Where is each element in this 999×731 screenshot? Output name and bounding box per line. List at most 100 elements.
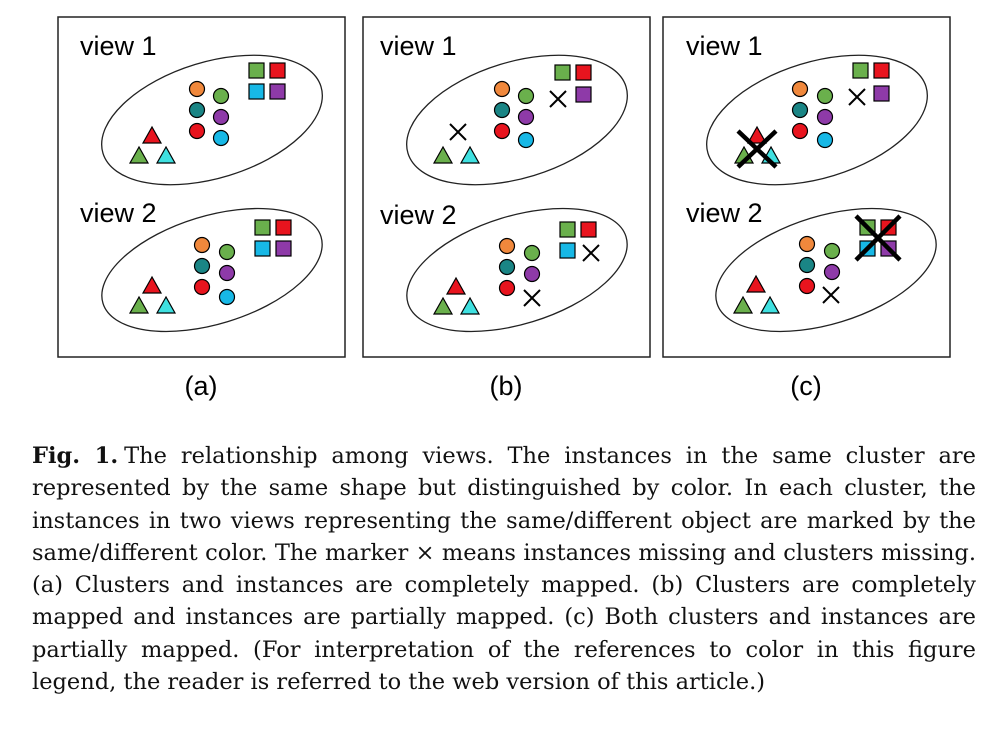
panel-a-view2-squares [254,219,292,257]
circle-red [498,279,516,297]
square-red [575,64,592,81]
circle-red [188,122,206,140]
panel-b-view2-squares [559,221,600,262]
cluster-missing-marker-icon [854,214,902,262]
triangle-green [432,296,454,315]
circle-red [798,277,816,295]
square-red [873,62,890,79]
figure-caption: Fig. 1. The relationship among views. The… [32,440,976,698]
panel-a-view2-triangles [128,275,177,314]
panel-c-label: (c) [790,371,821,401]
circle-orange [498,237,516,255]
square-red [580,221,597,238]
circle-green [517,87,535,105]
panel-b-view1-label: view 1 [380,31,457,61]
circle-purple [823,263,841,281]
circle-orange [193,236,211,254]
panel-c-frame [662,16,951,358]
circle-green [212,87,230,105]
triangle-green [128,145,150,164]
square-purple [269,83,286,100]
triangle-green [432,145,454,164]
panel-a-view1-circles [188,80,230,147]
panel-c-view1-label: view 1 [686,31,763,61]
circle-green [823,242,841,260]
panel-c-view1-squares [848,62,890,106]
square-purple [275,240,292,257]
panel-a-view2-circles [193,236,236,306]
panel-b-view2-ellipse [406,207,628,333]
square-green [852,62,869,79]
triangle-red [445,276,467,295]
circle-red [193,278,211,296]
triangle-cyan [155,145,177,164]
circle-purple [523,265,541,283]
circle-green [816,87,834,105]
circle-red [493,122,511,140]
circle-green [523,244,541,262]
square-green [554,64,571,81]
triangle-cyan [459,145,481,164]
circle-orange [493,80,511,98]
cluster-missing-marker-icon [736,129,778,169]
circle-blue [218,288,236,306]
triangle-cyan [459,296,481,315]
panel-b-frame [362,16,651,358]
circle-blue [517,131,535,149]
panel-b-view1-squares [549,64,592,108]
missing-marker-icon [848,88,866,106]
panel-b-view2-circles [498,237,541,307]
circle-teal [798,256,816,274]
missing-marker-icon [449,123,467,141]
triangle-red [141,125,163,144]
triangle-cyan [759,295,781,314]
panel-c-view1-circles [791,80,834,149]
panel-a-frame [57,16,346,358]
square-blue [559,242,576,259]
panel-a-label: (a) [185,371,218,401]
circle-blue [212,129,230,147]
circle-orange [188,80,206,98]
circle-teal [791,101,809,119]
caption-label: Fig. 1. [32,443,119,469]
circle-purple [517,108,535,126]
square-blue [248,83,265,100]
panel-a-view1-label: view 1 [80,31,157,61]
circle-teal [498,258,516,276]
missing-marker-icon [582,244,600,262]
square-purple [873,85,890,102]
panel-c-view2-triangles [732,274,781,314]
square-green [559,221,576,238]
circle-teal [188,101,206,119]
panel-c: view 1 view 2 [686,31,937,333]
panel-c-view1-ellipse [706,54,928,186]
panel-c-view2-label: view 2 [686,198,763,228]
panel-b-view1-ellipse [406,54,628,186]
missing-marker-icon [549,90,567,108]
missing-marker-icon [822,286,840,304]
square-red [275,219,292,236]
triangle-green [128,295,150,314]
triangle-green [732,295,754,314]
panel-b-view1-triangles [432,123,481,164]
panel-a: view 1 view 2 [80,31,323,333]
panel-b-label: (b) [490,371,523,401]
circle-purple [816,108,834,126]
circle-blue [816,131,834,149]
triangle-cyan [155,295,177,314]
square-green [248,62,265,79]
panel-a-view1-squares [248,62,286,100]
square-blue [254,240,271,257]
panel-b-view1-circles [493,80,535,149]
panel-c-view2-squares [854,214,902,262]
triangle-red [745,274,767,293]
panel-a-view1-ellipse [101,54,323,186]
circle-purple [212,108,230,126]
circle-red [791,122,809,140]
panel-b: view 1 view 2 [380,31,628,333]
circle-purple [218,264,236,282]
panel-c-view1-triangles [733,125,782,169]
triangle-red [746,125,768,144]
square-purple [575,86,592,103]
figure-diagram: view 1 view 2 [57,16,951,401]
